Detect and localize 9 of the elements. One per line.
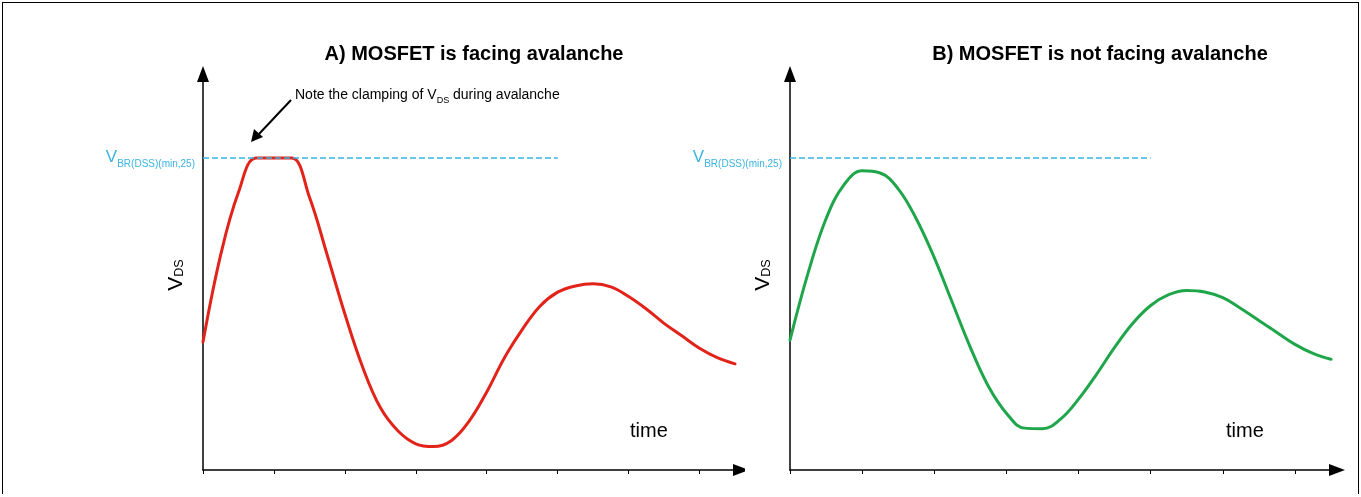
- chart-title: A) MOSFET is facing avalanche: [324, 42, 624, 64]
- x-axis-title: time: [630, 419, 668, 441]
- y-axis-title: VDS: [750, 259, 773, 291]
- ref-line-label: V$_{BR(DSS)(min,25)}$: [692, 147, 782, 169]
- text: Note the clamping of V$_{DS}$ during avalanche: [295, 86, 560, 105]
- chart-title: B) MOSFET is not facing avalanche: [932, 42, 1268, 64]
- x-axis-title: time: [1226, 419, 1264, 441]
- y-axis-title: VDS: [163, 259, 186, 291]
- ref-line-label: V$_{BR(DSS)(min,25)}$: [105, 147, 195, 169]
